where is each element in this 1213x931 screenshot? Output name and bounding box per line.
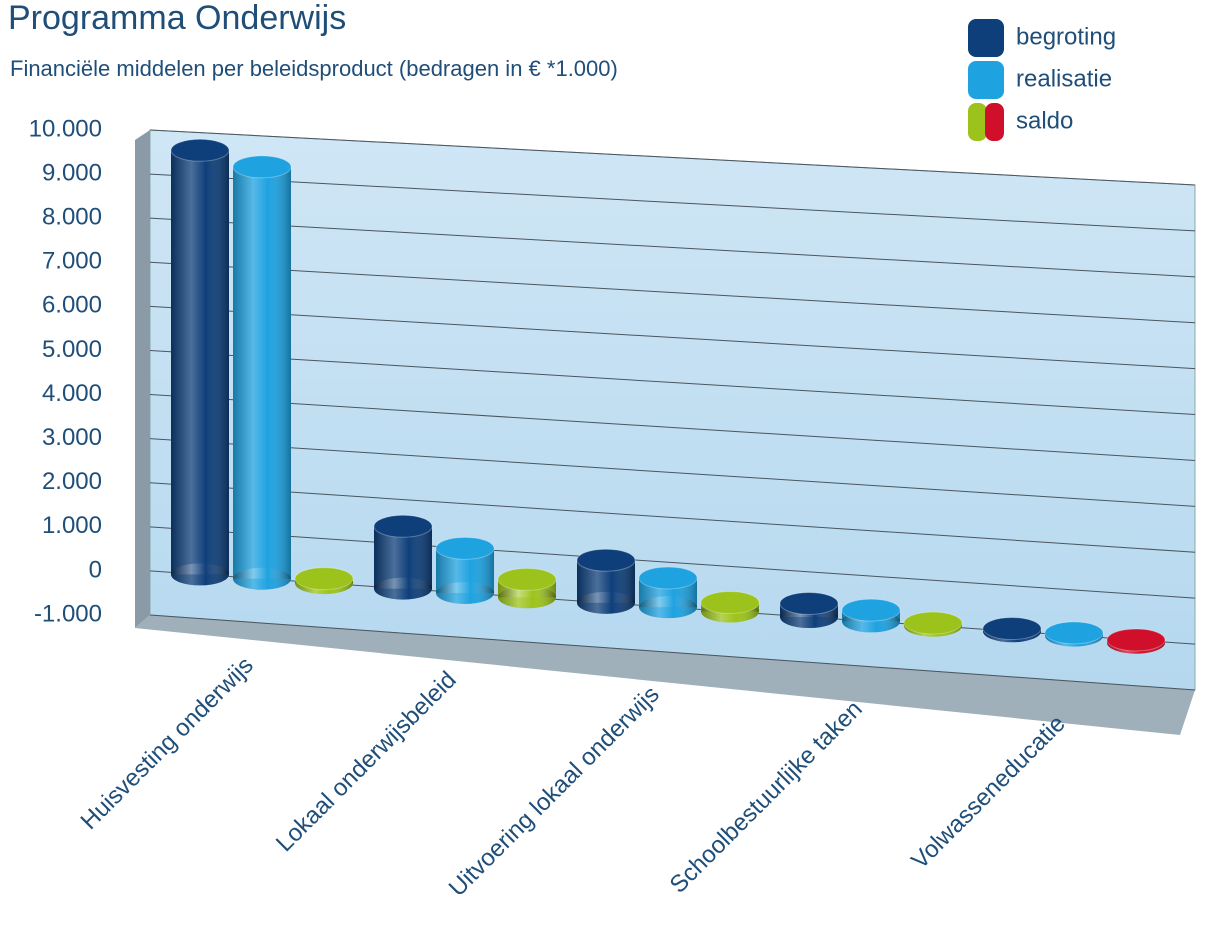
- bar-top: [841, 598, 901, 622]
- bar: [497, 567, 557, 609]
- y-tick-label: 8.000: [42, 204, 102, 231]
- grid-line: [149, 129, 1196, 186]
- legend-label: realisatie: [1016, 65, 1112, 92]
- grid-line: [149, 526, 1196, 599]
- y-tick-label: 9.000: [42, 159, 102, 186]
- grid-line: [149, 614, 1196, 691]
- legend-swatch: [968, 61, 1004, 99]
- bar-top: [1106, 628, 1166, 652]
- grid-line: [149, 217, 1196, 278]
- grid-line: [149, 438, 1196, 507]
- bar-bottom-shade: [436, 581, 494, 604]
- bar-shade: [233, 166, 291, 579]
- bar-top: [373, 514, 433, 538]
- bar: [903, 611, 963, 637]
- y-tick-label: 1.000: [42, 512, 102, 539]
- legend-label: begroting: [1016, 23, 1116, 50]
- bar-top: [1044, 621, 1104, 645]
- bar-bottom-shade: [233, 567, 291, 590]
- bar-top: [576, 548, 636, 572]
- bar-top: [294, 567, 354, 591]
- bar-bottom-shade: [577, 591, 635, 614]
- bar: [170, 138, 230, 586]
- y-tick-label: 2.000: [42, 468, 102, 495]
- side-wall: [135, 130, 150, 628]
- bar-top: [700, 591, 760, 615]
- legend-swatch: [968, 19, 1004, 57]
- chart-title: Programma Onderwijs: [8, 0, 346, 37]
- grid-line: [149, 173, 1196, 232]
- bar-bottom-shade: [498, 586, 556, 609]
- y-tick-label: 0: [89, 556, 102, 583]
- y-tick-label: -1.000: [34, 600, 102, 627]
- bar-bottom-shade: [374, 577, 432, 600]
- y-tick-label: 5.000: [42, 336, 102, 363]
- bar: [232, 155, 292, 590]
- grid-line: [149, 394, 1196, 461]
- bar-top: [903, 611, 963, 635]
- floor: [135, 615, 1195, 735]
- bar: [982, 617, 1042, 643]
- y-tick-label: 3.000: [42, 424, 102, 451]
- chart-subtitle: Financiële middelen per beleidsproduct (…: [10, 56, 618, 81]
- bar: [373, 514, 433, 600]
- bar-top: [170, 138, 230, 162]
- x-tick-label: Lokaal onderwijsbeleid: [271, 666, 462, 857]
- legend-swatch: [985, 103, 1004, 141]
- bar-shade: [171, 150, 229, 575]
- bar-top: [497, 567, 557, 591]
- bar: [435, 536, 495, 604]
- bar-bottom-shade: [171, 563, 229, 586]
- legend-label: saldo: [1016, 107, 1073, 134]
- bar: [1044, 621, 1104, 647]
- grid-line: [149, 482, 1196, 553]
- y-tick-label: 4.000: [42, 380, 102, 407]
- bar-top: [638, 566, 698, 590]
- grid-line: [149, 349, 1196, 416]
- bar: [576, 548, 636, 614]
- x-tick-label: Uitvoering lokaal onderwijs: [444, 681, 665, 902]
- bar: [700, 591, 760, 623]
- x-tick-label: Schoolbestuurlijke taken: [665, 696, 868, 899]
- bar: [841, 598, 901, 633]
- bar-bottom-shade: [639, 596, 697, 619]
- grid-line: [149, 305, 1196, 370]
- y-tick-label: 7.000: [42, 248, 102, 275]
- legend-swatch: [968, 103, 987, 141]
- bar-top: [435, 536, 495, 560]
- bar-top: [232, 155, 292, 179]
- x-tick-label: Huisvesting onderwijs: [76, 652, 259, 835]
- bar: [779, 591, 839, 629]
- y-tick-label: 6.000: [42, 292, 102, 319]
- bar-top: [779, 591, 839, 615]
- grid-line: [149, 261, 1196, 324]
- y-tick-label: 10.000: [29, 115, 102, 142]
- bar-top: [982, 617, 1042, 641]
- bar: [294, 567, 354, 595]
- bar: [1106, 628, 1166, 654]
- bar: [638, 566, 698, 619]
- x-tick-label: Volwasseneducatie: [906, 710, 1070, 874]
